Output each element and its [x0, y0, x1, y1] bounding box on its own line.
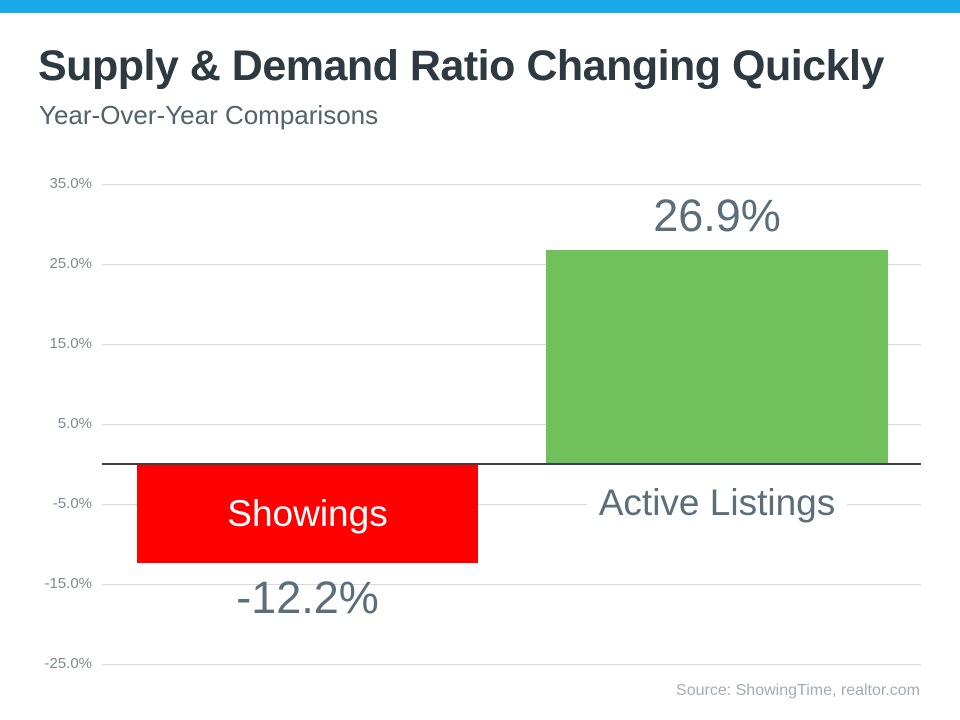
y-tick-label: 5.0%: [57, 415, 92, 432]
bar-label-showings: Showings: [227, 493, 388, 534]
bar-active-listings: [546, 250, 888, 464]
y-tick-label: -5.0%: [52, 495, 92, 512]
y-tick-label: 35.0%: [49, 175, 92, 192]
page-title: Supply & Demand Ratio Changing Quickly: [38, 42, 884, 90]
value-label-showings: -12.2%: [236, 572, 379, 623]
source-attribution: Source: ShowingTime, realtor.com: [676, 682, 920, 699]
bar-label-active-listings-wrap: Active Listings: [546, 482, 888, 524]
top-accent-bar: [0, 0, 960, 13]
value-label-active-listings: 26.9%: [653, 190, 781, 241]
y-tick-label: 25.0%: [49, 255, 92, 272]
gridline: [102, 344, 921, 345]
y-tick-label: -25.0%: [44, 655, 92, 672]
gridline: [102, 184, 921, 185]
y-tick-label: -15.0%: [44, 575, 92, 592]
gridline: [102, 584, 921, 585]
gridline: [102, 504, 921, 505]
bar-label-active-listings: Active Listings: [586, 482, 848, 524]
y-tick-label: 15.0%: [49, 335, 92, 352]
zero-axis-line: [102, 463, 921, 465]
gridline: [102, 664, 921, 665]
gridline: [102, 264, 921, 265]
gridline: [102, 424, 921, 425]
bar-showings: Showings: [137, 465, 478, 563]
page-subtitle: Year-Over-Year Comparisons: [39, 100, 379, 130]
